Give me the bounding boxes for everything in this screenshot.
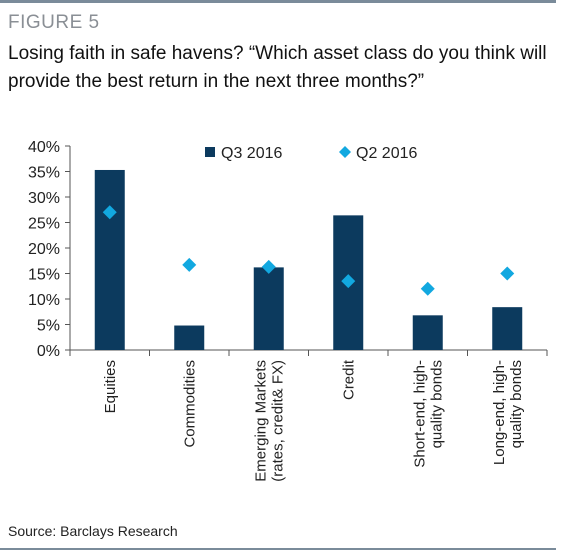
x-category-label: Commodities — [181, 360, 198, 448]
x-category-label: (rates, credit& FX) — [269, 360, 286, 482]
y-tick-label: 25% — [28, 216, 60, 233]
y-tick-label: 35% — [28, 165, 60, 182]
legend-label-q3-2016: Q3 2016 — [221, 145, 282, 162]
marker-q2-2016 — [182, 257, 197, 272]
bar-q3-2016 — [253, 267, 284, 350]
marker-q2-2016 — [261, 259, 276, 274]
bar-q3-2016 — [492, 307, 523, 350]
figure-label: FIGURE 5 — [8, 12, 100, 33]
x-category-label: quality bonds — [508, 360, 525, 448]
bar-q3-2016 — [94, 169, 125, 350]
y-tick-label: 0% — [37, 343, 60, 360]
x-category-label: Emerging Markets — [252, 360, 269, 482]
legend-swatch-q2-2016 — [339, 146, 351, 158]
x-category-label: Credit — [340, 359, 357, 400]
bar-q3-2016 — [174, 325, 205, 350]
y-tick-label: 5% — [37, 318, 60, 335]
x-category-label: quality bonds — [428, 360, 445, 448]
marker-q2-2016 — [500, 266, 515, 281]
top-rule — [0, 0, 556, 3]
y-tick-label: 40% — [28, 139, 60, 156]
legend-label-q2-2016: Q2 2016 — [356, 145, 417, 162]
marker-q2-2016 — [341, 274, 356, 289]
y-tick-label: 20% — [28, 241, 60, 258]
bar-q3-2016 — [412, 315, 443, 350]
bottom-rule — [0, 548, 556, 550]
legend-swatch-q3-2016 — [205, 147, 215, 157]
marker-q2-2016 — [102, 205, 117, 220]
x-category-label: Equities — [102, 360, 119, 413]
x-category-label: Long-end, high- — [491, 360, 508, 465]
x-category-label: Short-end, high- — [411, 360, 428, 468]
y-tick-label: 10% — [28, 292, 60, 309]
source-note: Source: Barclays Research — [8, 523, 178, 539]
bar-chart: 0% 5% 10% 15% 20% 25% 30% 35% 40% Equities Commodi… — [28, 139, 548, 482]
figure-title: Losing faith in safe havens? “Which asse… — [8, 43, 547, 92]
y-tick-label: 30% — [28, 190, 60, 207]
marker-q2-2016 — [420, 281, 435, 296]
y-tick-label: 15% — [28, 267, 60, 284]
